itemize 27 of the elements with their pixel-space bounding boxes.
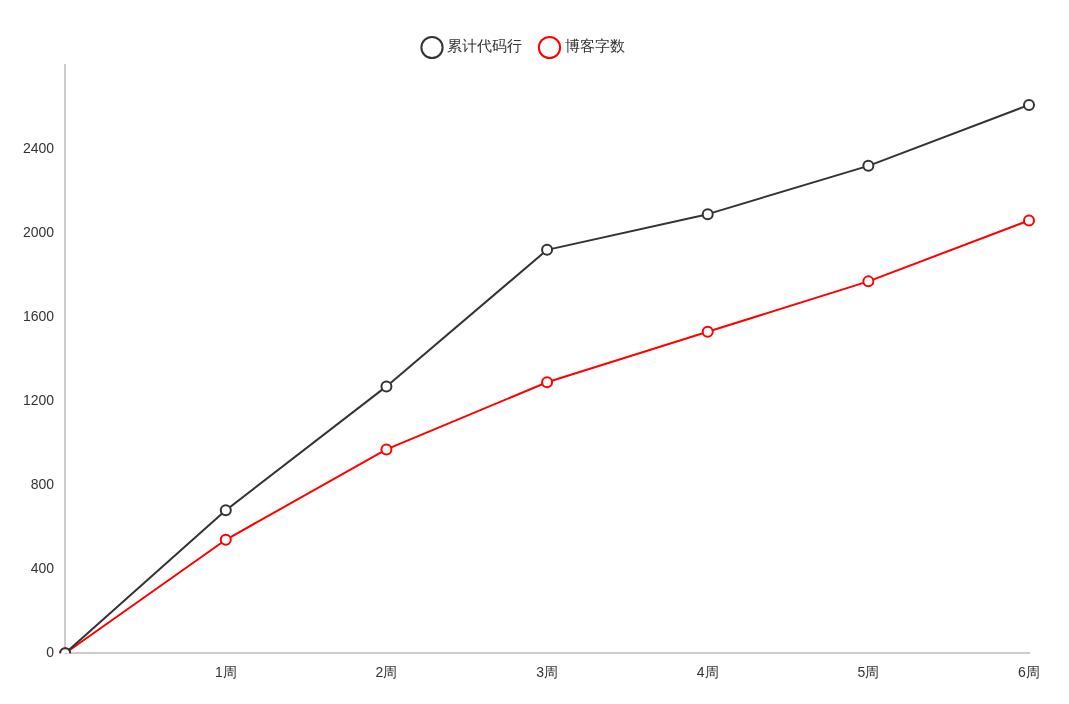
- point: [219, 533, 232, 546]
- y-tick-label: 1200: [22, 391, 55, 408]
- y-tick-label: 800: [30, 476, 55, 492]
- point: [1023, 214, 1035, 227]
- point: [862, 159, 875, 172]
- x-tick-label: 5周: [857, 664, 880, 681]
- point: [1023, 98, 1035, 111]
- y-tick-label: 0: [46, 644, 55, 661]
- point: [862, 275, 875, 288]
- point: [541, 376, 554, 389]
- point: [701, 208, 714, 221]
- y-tick-label: 1600: [22, 307, 55, 324]
- y-tick-label: 400: [30, 560, 55, 577]
- legend-label: 累计代码行: [447, 37, 522, 56]
- point: [219, 504, 232, 517]
- x-tick-label: 6周: [1018, 664, 1040, 681]
- x-tick-label: 4周: [696, 664, 719, 681]
- point: [701, 325, 714, 338]
- point: [380, 443, 393, 456]
- legend-label: 博客字数: [564, 37, 625, 56]
- y-tick-label: 2400: [22, 139, 55, 156]
- point: [541, 243, 554, 256]
- x-tick-label: 1周: [214, 664, 237, 681]
- y-tick-label: 2000: [22, 223, 55, 240]
- x-tick-label: 3周: [536, 664, 558, 681]
- point: [380, 380, 393, 393]
- x-tick-label: 2周: [375, 664, 398, 681]
